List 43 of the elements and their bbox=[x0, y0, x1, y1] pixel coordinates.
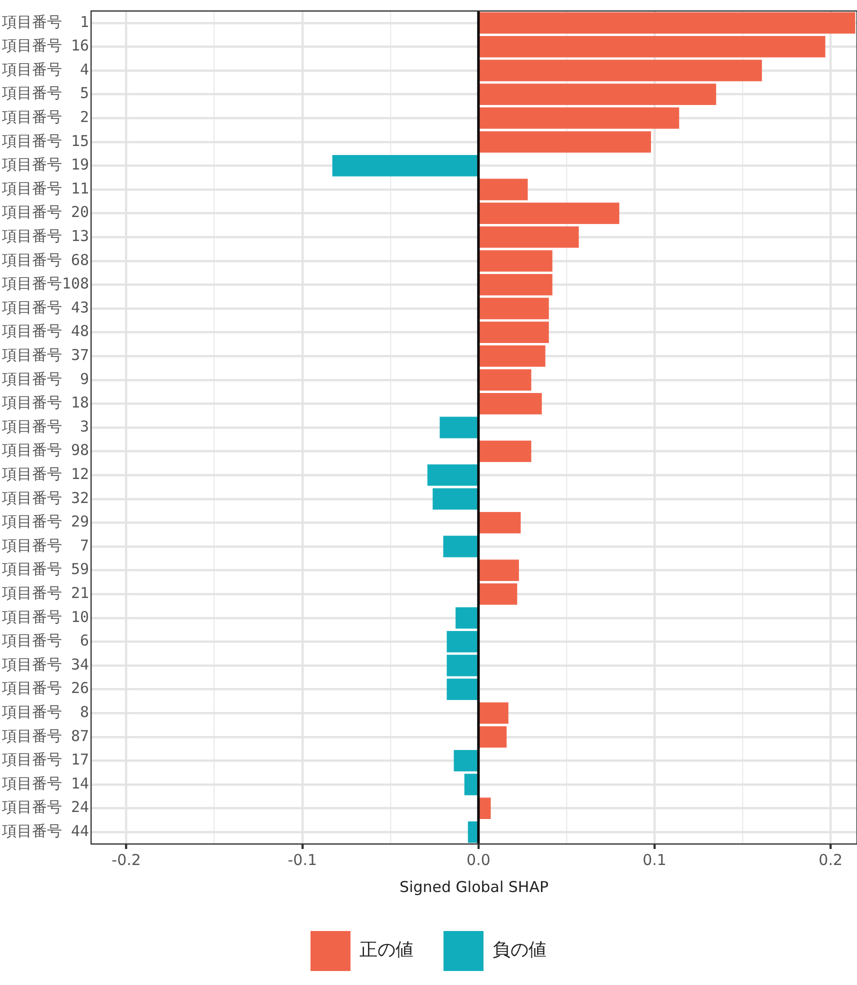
y-tick-label: 項目番号108 bbox=[1, 274, 90, 293]
x-tick-label: 0.2 bbox=[818, 850, 843, 869]
y-tick-label: 項目番号 48 bbox=[1, 322, 90, 340]
y-tick-label: 項目番号 26 bbox=[1, 679, 90, 698]
y-tick-label: 項目番号 18 bbox=[1, 394, 90, 412]
y-tick-label: 項目番号 19 bbox=[1, 156, 90, 174]
x-tick-label: 0.1 bbox=[642, 850, 666, 869]
y-tick-label: 項目番号 43 bbox=[1, 298, 90, 316]
y-tick-label: 項目番号 24 bbox=[1, 798, 90, 816]
x-tick-label: -0.2 bbox=[112, 850, 141, 869]
y-tick-label: 項目番号 10 bbox=[1, 608, 90, 626]
y-tick-label: 項目番号 12 bbox=[1, 464, 90, 483]
y-tick-label: 項目番号 11 bbox=[1, 179, 90, 198]
y-tick-label: 項目番号 3 bbox=[1, 417, 90, 436]
y-tick-label: 項目番号 8 bbox=[1, 702, 90, 721]
legend-label: 負の値 bbox=[492, 940, 546, 961]
y-tick-label: 項目番号 34 bbox=[1, 655, 90, 674]
y-tick-label: 項目番号 4 bbox=[1, 60, 90, 78]
y-tick-label: 項目番号 5 bbox=[1, 84, 90, 102]
x-axis-title: Signed Global SHAP bbox=[400, 878, 549, 896]
y-tick-label: 項目番号 37 bbox=[1, 346, 90, 364]
y-tick-label: 項目番号 14 bbox=[1, 774, 90, 792]
y-tick-label: 項目番号 17 bbox=[1, 750, 90, 769]
y-tick-label: 項目番号 15 bbox=[1, 132, 90, 150]
y-tick-label: 項目番号 98 bbox=[1, 441, 90, 460]
y-tick-label: 項目番号 13 bbox=[1, 226, 90, 245]
y-tick-label: 項目番号 59 bbox=[1, 560, 90, 578]
y-tick-label: 項目番号 21 bbox=[1, 584, 90, 602]
y-tick-label: 項目番号 87 bbox=[1, 726, 90, 745]
y-tick-label: 項目番号 44 bbox=[1, 822, 90, 840]
y-tick-label: 項目番号 6 bbox=[1, 632, 90, 650]
y-tick-label: 項目番号 20 bbox=[1, 203, 90, 222]
y-tick-label: 項目番号 1 bbox=[1, 12, 90, 31]
legend-label: 正の値 bbox=[360, 940, 414, 961]
y-tick-label: 項目番号 68 bbox=[1, 250, 90, 269]
x-tick-label: -0.1 bbox=[288, 850, 318, 869]
y-tick-label: 項目番号 2 bbox=[1, 108, 90, 126]
y-tick-label: 項目番号 16 bbox=[1, 36, 90, 55]
y-tick-label: 項目番号 29 bbox=[1, 512, 90, 531]
x-tick-label: 0.0 bbox=[466, 850, 490, 869]
y-tick-label: 項目番号 7 bbox=[1, 536, 90, 554]
y-tick-label: 項目番号 9 bbox=[1, 370, 90, 388]
y-tick-label: 項目番号 32 bbox=[1, 488, 90, 507]
